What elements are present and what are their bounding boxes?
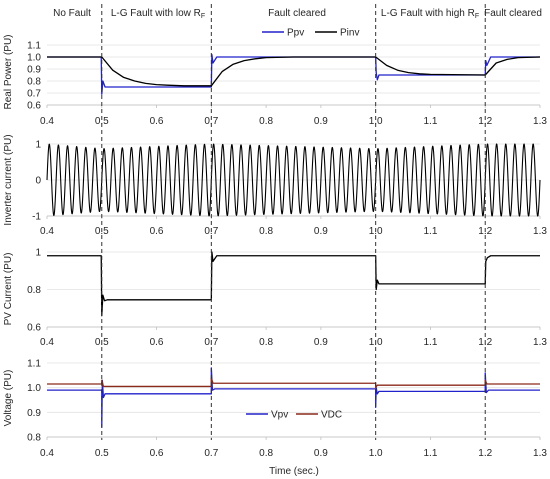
legend-vpv-label: Vpv (271, 410, 288, 421)
x-tick-label-0-8: 0.8 (259, 226, 273, 237)
y-tick-label-1-1: 1.1 (27, 359, 41, 370)
y-tick-label-0-6: 0.6 (27, 101, 41, 112)
series-line-vpv (47, 367, 540, 428)
x-tick-label-0-5: 0.5 (95, 116, 109, 127)
phase-label-no-fault: No Fault (53, 8, 91, 19)
x-tick-label-0-7: 0.7 (204, 448, 218, 459)
y-tick-label-0-9: 0.9 (27, 408, 41, 419)
voltage-ylabel: Voltage (PU) (3, 370, 14, 427)
x-tick-label-0-8: 0.8 (259, 116, 273, 127)
series-line-ppv (47, 53, 540, 95)
x-tick-label-1-1: 1.1 (423, 226, 437, 237)
x-tick-label-1-3: 1.3 (533, 226, 547, 237)
x-tick-label-1-0: 1.0 (369, 448, 383, 459)
phase-label-cleared-2: Fault cleared (484, 8, 542, 19)
y-tick-label-1-0: 1.0 (27, 53, 41, 64)
phase-label-lg-high: L-G Fault with high RF (381, 8, 479, 20)
y-tick-label-1: -1 (32, 212, 41, 223)
y-tick-label-0-8: 0.8 (27, 433, 41, 444)
x-tick-label-0-4: 0.4 (40, 448, 54, 459)
phase-label-lg-low: L-G Fault with low RF (111, 8, 205, 20)
pv-current-ylabel: PV Current (PU) (3, 253, 14, 326)
series-line-panel-1 (46, 143, 541, 217)
legend-ppv-label: Ppv (287, 28, 304, 39)
x-tick-label-1-2: 1.2 (478, 448, 492, 459)
legend-pinv-label: Pinv (340, 28, 359, 39)
voltage-legend: Vpv VDC (246, 410, 342, 421)
x-tick-label-1-2: 1.2 (478, 116, 492, 127)
x-tick-label-0-4: 0.4 (40, 226, 54, 237)
series-line-panel-2 (47, 251, 540, 317)
x-tick-label-1-3: 1.3 (533, 448, 547, 459)
x-tick-label-0-4: 0.4 (40, 337, 54, 348)
x-axis-label: Time (sec.) (269, 466, 319, 477)
series-line-vdc (47, 377, 540, 389)
legend-vdc-label: VDC (321, 410, 342, 421)
x-tick-label-1-1: 1.1 (423, 448, 437, 459)
y-tick-label-0-8: 0.8 (27, 77, 41, 88)
y-tick-label-0-7: 0.7 (27, 89, 41, 100)
phase-label-cleared-1: Fault cleared (268, 8, 326, 19)
inverter-current-ylabel: Inverter current (PU) (3, 134, 14, 225)
x-tick-label-1-1: 1.1 (423, 337, 437, 348)
x-tick-label-0-7: 0.7 (204, 116, 218, 127)
y-tick-label-1: 1 (35, 248, 41, 259)
x-tick-label-1-3: 1.3 (533, 116, 547, 127)
x-tick-label-1-0: 1.0 (369, 116, 383, 127)
y-tick-label-0-9: 0.9 (27, 65, 41, 76)
voltage-panel: Voltage (PU) 0.8 0.9 1.0 1.1 0.4 0.5 0.6 0.7 0.8… (3, 359, 547, 460)
x-tick-label-0-9: 0.9 (314, 448, 328, 459)
x-tick-label-0-4: 0.4 (40, 116, 54, 127)
real-power-panel: Real Power (PU) 0.60.70.80.91.01.10.4 0.5… (3, 28, 547, 128)
y-tick-label-0-8: 0.8 (27, 285, 41, 296)
x-tick-label-0-9: 0.9 (314, 337, 328, 348)
x-tick-label-0-6: 0.6 (150, 337, 164, 348)
x-tick-label-1-1: 1.1 (423, 116, 437, 127)
y-tick-label-1: 1 (35, 140, 41, 151)
x-tick-label-0-8: 0.8 (259, 448, 273, 459)
fault-event-markers (101, 4, 486, 440)
x-tick-label-0-8: 0.8 (259, 337, 273, 348)
y-tick-label-0: 0 (35, 176, 41, 187)
y-tick-label-1-1: 1.1 (27, 41, 41, 52)
y-tick-label-1-0: 1.0 (27, 383, 41, 394)
x-tick-label-0-9: 0.9 (314, 116, 328, 127)
x-tick-label-0-6: 0.6 (150, 448, 164, 459)
x-tick-label-0-9: 0.9 (314, 226, 328, 237)
y-tick-label-0-6: 0.6 (27, 323, 41, 334)
real-power-ylabel: Real Power (PU) (3, 34, 14, 109)
pv-current-panel: PV Current (PU) 0.60.810.4 0.5 0.6 0.7 0.8 0.… (3, 248, 547, 349)
x-tick-label-0-6: 0.6 (150, 226, 164, 237)
real-power-legend: Ppv Pinv (262, 28, 359, 39)
x-tick-label-0-6: 0.6 (150, 116, 164, 127)
x-tick-label-0-5: 0.5 (95, 448, 109, 459)
series-line-pinv (47, 56, 541, 87)
x-tick-label-1-3: 1.3 (533, 337, 547, 348)
